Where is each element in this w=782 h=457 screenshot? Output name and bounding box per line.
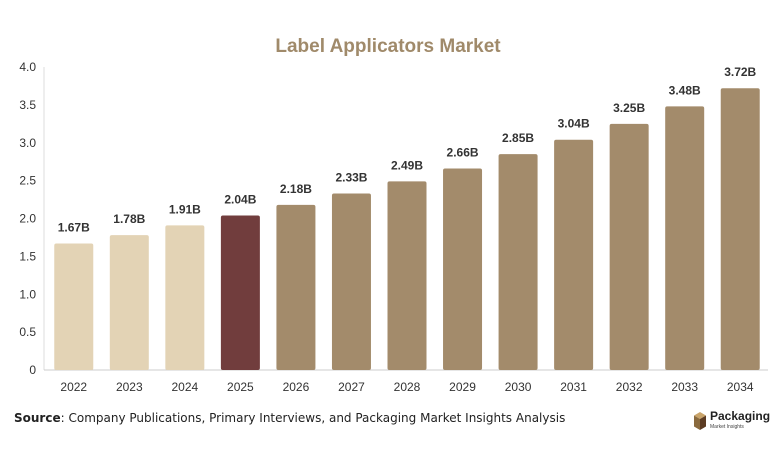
y-tick-label: 1.5: [19, 249, 36, 263]
bar-2028: [387, 181, 427, 370]
bar-2024: [165, 225, 205, 370]
x-axis-ticks: 2022 2023 2024 2025 2026 2027 2028 2029 2030 2031…: [60, 380, 753, 394]
data-label: 1.91B: [169, 202, 201, 216]
bar-2032: [609, 123, 649, 370]
bar-2025: [220, 215, 260, 370]
y-tick-label: 4.0: [19, 60, 36, 74]
y-tick-label: 0.5: [19, 325, 36, 339]
logo-name: Packaging: [710, 409, 771, 423]
brand-logo: Packaging Market Insights: [693, 408, 773, 436]
logo-tagline: Market Insights: [710, 424, 744, 430]
data-label: 2.04B: [224, 192, 256, 206]
bar-2026: [276, 204, 316, 370]
data-label: 2.85B: [502, 131, 534, 145]
y-tick-label: 3.0: [19, 136, 36, 150]
data-label: 1.67B: [58, 220, 90, 234]
data-label: 3.48B: [669, 83, 701, 97]
data-label: 3.72B: [724, 65, 756, 79]
y-tick-label: 0: [29, 363, 36, 377]
x-tick-label: 2024: [171, 380, 198, 394]
y-tick-label: 2.0: [19, 212, 36, 226]
bar-2031: [554, 139, 594, 370]
y-tick-label: 2.5: [19, 174, 36, 188]
bar-2034: [720, 88, 760, 371]
bar-2027: [331, 193, 371, 370]
x-tick-label: 2033: [671, 380, 698, 394]
x-tick-label: 2022: [60, 380, 87, 394]
data-label: 2.66B: [447, 146, 479, 160]
x-tick-label: 2028: [394, 380, 421, 394]
bar-2023: [109, 235, 149, 370]
x-tick-label: 2030: [505, 380, 532, 394]
y-axis-ticks: 0 0.5 1.0 1.5 2.0 2.5 3.0 3.5 4.0: [19, 60, 36, 377]
x-tick-label: 2031: [560, 380, 587, 394]
data-label: 1.78B: [113, 212, 145, 226]
source-label: Source: [14, 411, 61, 425]
data-labels-group: 1.67B 1.78B 1.91B 2.04B 2.18B 2.33B 2.49B 2.66B…: [58, 65, 757, 234]
y-tick-label: 1.0: [19, 287, 36, 301]
data-label: 2.49B: [391, 158, 423, 172]
bar-2022: [54, 243, 94, 370]
bar-2033: [665, 106, 705, 370]
x-tick-label: 2026: [283, 380, 310, 394]
source-text: : Company Publications, Primary Intervie…: [60, 411, 566, 425]
box-icon: [694, 412, 706, 430]
bars-group: [54, 88, 760, 371]
x-tick-label: 2023: [116, 380, 143, 394]
data-label: 3.25B: [613, 101, 645, 115]
data-label: 2.18B: [280, 182, 312, 196]
x-tick-label: 2027: [338, 380, 365, 394]
x-tick-label: 2029: [449, 380, 476, 394]
x-tick-label: 2032: [616, 380, 643, 394]
y-tick-label: 3.5: [19, 98, 36, 112]
chart-title: Label Applicators Market: [275, 36, 501, 57]
data-label: 2.33B: [335, 171, 367, 185]
data-label: 3.04B: [558, 117, 590, 131]
x-tick-label: 2034: [727, 380, 754, 394]
x-tick-label: 2025: [227, 380, 254, 394]
source-note: Source: Company Publications, Primary In…: [14, 411, 565, 425]
bar-2029: [443, 168, 483, 370]
bar-2030: [498, 154, 538, 370]
